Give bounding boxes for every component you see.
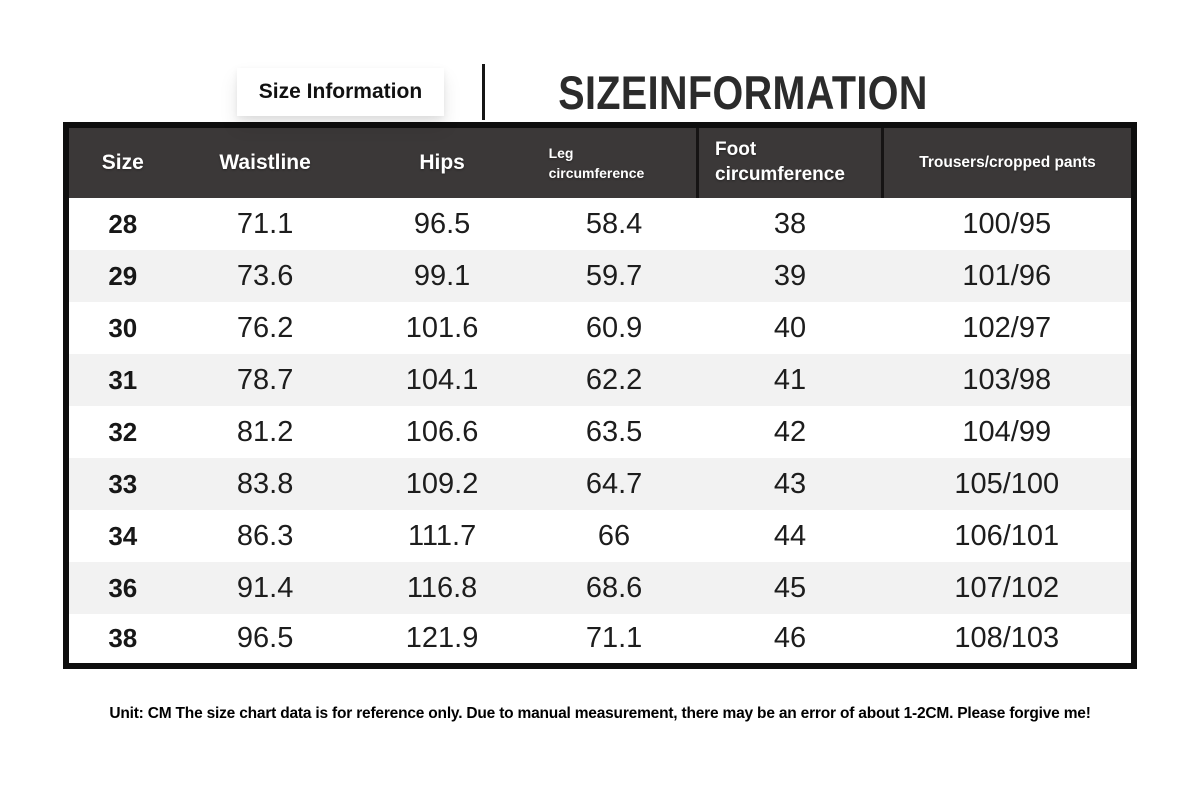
size-table-body: 28 71.1 96.5 58.4 38 100/95 29 73.6 99.1 59.7 39 10…	[66, 198, 1134, 666]
table-row-size-30: 30 76.2 101.6 60.9 40 102/97	[66, 302, 1134, 354]
table-cell: 38	[108, 623, 138, 653]
table-cell: 62.2	[585, 363, 643, 396]
table-cell: 60.9	[585, 311, 643, 344]
table-row-size-33: 33 83.8 109.2 64.7 43 105/100	[66, 458, 1134, 510]
table-cell: 58.4	[585, 207, 643, 240]
table-row-size-29: 29 73.6 99.1 59.7 39 101/96	[66, 250, 1134, 302]
size-table-header-row: Size Waistline Hips Leg circumference Foot c…	[66, 125, 1134, 198]
column-header-waistline: Waistline	[176, 125, 354, 198]
table-cell: 44	[773, 519, 807, 552]
column-header-trousers-cropped-pants: Trousers/cropped pants	[881, 125, 1134, 198]
table-cell: 45	[773, 571, 807, 604]
table-cell: 86.3	[236, 519, 294, 552]
table-cell: 28	[108, 208, 138, 239]
title-row: Size Information SIZEINFORMATION	[0, 0, 1200, 122]
table-cell: 103/98	[962, 363, 1052, 396]
table-cell: 73.6	[236, 259, 294, 292]
table-row-size-34: 34 86.3 111.7 66 44 106/101	[66, 510, 1134, 562]
table-cell: 30	[108, 312, 138, 343]
table-cell: 102/97	[962, 311, 1052, 344]
table-row-size-31: 31 78.7 104.1 62.2 41 103/98	[66, 354, 1134, 406]
table-cell: 33	[108, 468, 138, 499]
table-cell: 81.2	[236, 415, 294, 448]
column-header-size: Size	[66, 125, 177, 198]
table-cell: 76.2	[236, 311, 294, 344]
table-cell: 43	[773, 467, 807, 500]
table-cell: 109.2	[405, 467, 479, 500]
table-cell: 91.4	[236, 571, 294, 604]
table-cell: 96.5	[236, 622, 294, 654]
table-cell: 83.8	[236, 467, 294, 500]
table-cell: 36	[108, 572, 138, 603]
table-cell: 116.8	[406, 571, 478, 604]
table-cell: 106/101	[954, 519, 1060, 552]
table-cell: 42	[773, 415, 807, 448]
table-cell: 31	[108, 364, 138, 395]
table-cell: 101.6	[405, 311, 479, 344]
table-cell: 105/100	[954, 467, 1060, 500]
table-cell: 63.5	[585, 415, 643, 448]
table-row-size-28: 28 71.1 96.5 58.4 38 100/95	[66, 198, 1134, 250]
column-header-foot-circumference: Foot circumference	[696, 125, 883, 198]
table-cell: 66	[597, 519, 631, 552]
table-cell: 71.1	[236, 207, 294, 240]
table-cell: 111.7	[407, 519, 477, 552]
section-title-large: SIZEINFORMATION	[558, 65, 928, 119]
table-cell: 64.7	[585, 467, 643, 500]
table-cell: 32	[108, 416, 138, 447]
table-cell: 68.6	[585, 571, 643, 604]
table-row-size-36: 36 91.4 116.8 68.6 45 107/102	[66, 562, 1134, 614]
column-header-leg-circumference: Leg circumference	[530, 125, 698, 198]
unit-disclaimer-note: Unit: CM The size chart data is for refe…	[109, 705, 1091, 722]
table-cell: 34	[108, 520, 138, 551]
table-cell: 41	[773, 363, 807, 396]
table-cell: 46	[773, 622, 807, 654]
table-cell: 108/103	[954, 622, 1060, 654]
table-cell: 107/102	[954, 571, 1060, 604]
table-cell: 59.7	[585, 259, 643, 292]
table-cell: 104.1	[405, 363, 479, 396]
size-table-header: Size Waistline Hips Leg circumference Foot c…	[66, 125, 1134, 198]
table-cell: 71.1	[585, 622, 643, 654]
table-cell: 121.9	[405, 622, 479, 654]
table-row-size-38: 38 96.5 121.9 71.1 46 108/103	[66, 614, 1134, 666]
title-divider	[482, 64, 486, 120]
table-cell: 104/99	[962, 415, 1052, 448]
table-cell: 38	[773, 207, 807, 240]
column-header-hips: Hips	[353, 125, 531, 198]
table-cell: 96.5	[413, 207, 471, 240]
table-row-size-32: 32 81.2 106.6 63.5 42 104/99	[66, 406, 1134, 458]
table-cell: 78.7	[236, 363, 294, 396]
table-cell: 100/95	[962, 207, 1052, 240]
table-cell: 99.1	[413, 259, 471, 292]
table-cell: 39	[773, 259, 807, 292]
table-cell: 40	[773, 311, 807, 344]
size-table: Size Waistline Hips Leg circumference Foot c…	[63, 122, 1137, 669]
table-cell: 101/96	[962, 259, 1052, 292]
table-cell: 29	[108, 260, 138, 291]
table-cell: 106.6	[405, 415, 479, 448]
section-title-small: Size Information	[236, 68, 445, 116]
